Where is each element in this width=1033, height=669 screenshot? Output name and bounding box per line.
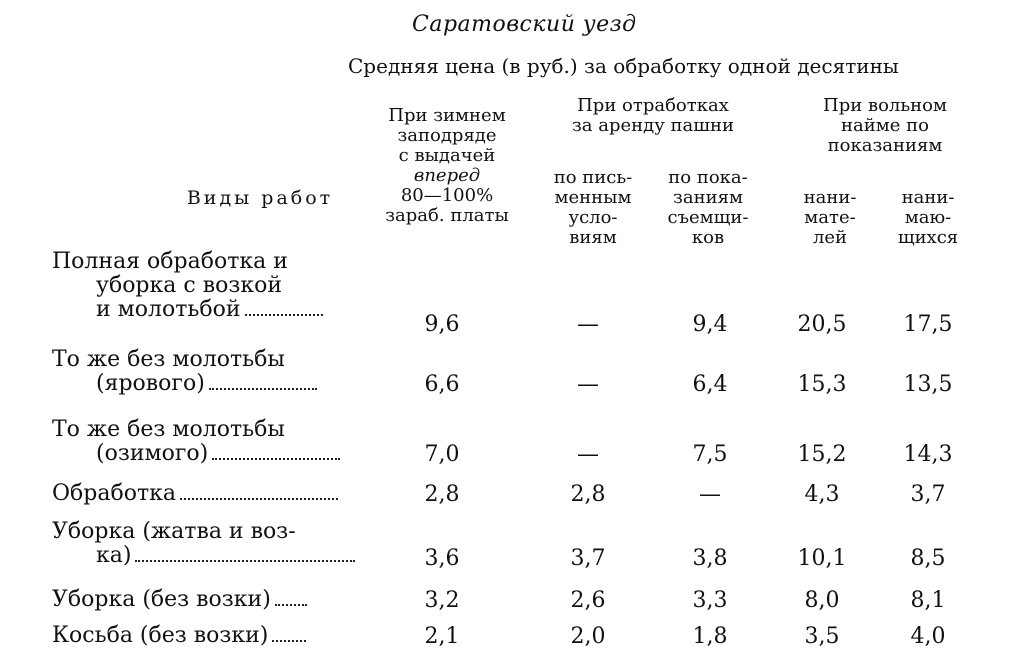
cell: —	[699, 482, 721, 507]
cell: 9,6	[424, 312, 460, 337]
row-label-mowing: Косьба (без возки)	[52, 624, 307, 648]
cell: 3,8	[692, 546, 728, 571]
cell: 8,5	[910, 546, 946, 571]
cell: 1,8	[692, 624, 728, 649]
header-free-hired: нани- маю- щихся	[897, 187, 959, 248]
cell: 2,1	[424, 624, 460, 649]
cell: 8,0	[804, 588, 840, 613]
cell: 3,7	[910, 482, 946, 507]
cell: 2,8	[424, 482, 460, 507]
row-label-no-threshing-winter: То же без молотьбы (озимого)	[52, 418, 341, 466]
header-lease-tenants: по пока- заниям съемщи- ков	[667, 167, 749, 248]
header-free: При вольном найме по показаниям	[823, 95, 947, 156]
cell: 15,3	[797, 372, 847, 397]
cell: 2,8	[570, 482, 606, 507]
row-label-full: Полная обработка и уборка с возкой и мол…	[52, 250, 323, 322]
cell: 14,3	[903, 442, 953, 467]
header-winter: При зимнем заподряде с выдачей вперед 80…	[385, 105, 509, 226]
cell: 3,2	[424, 588, 460, 613]
cell: 17,5	[903, 312, 953, 337]
row-label-no-threshing-spring: То же без молотьбы (ярового)	[52, 348, 317, 396]
cell: 2,0	[570, 624, 606, 649]
cell: 7,5	[692, 442, 728, 467]
district-title: Саратовский уезд	[412, 12, 637, 37]
cell: 8,1	[910, 588, 946, 613]
cell: 9,4	[692, 312, 728, 337]
cell: 2,6	[570, 588, 606, 613]
cell: 4,0	[910, 624, 946, 649]
cell: 15,2	[797, 442, 847, 467]
cell: 6,6	[424, 372, 460, 397]
cell: —	[577, 442, 599, 467]
cell: 7,0	[424, 442, 460, 467]
header-lease-written: по пись- менным усло- виям	[553, 167, 633, 248]
table-subtitle: Средняя цена (в руб.) за обработку одной…	[348, 54, 899, 78]
cell: —	[577, 372, 599, 397]
cell: 6,4	[692, 372, 728, 397]
cell: 3,3	[692, 588, 728, 613]
header-lease: При отработках за аренду пашни	[571, 95, 735, 136]
cell: —	[577, 312, 599, 337]
cell: 4,3	[804, 482, 840, 507]
header-free-employers: нани- мате- лей	[803, 187, 857, 248]
row-label-harvest-no-cart: Уборка (без возки)	[52, 588, 307, 612]
cell: 3,5	[804, 624, 840, 649]
row-label-cultivation: Обработка	[52, 482, 339, 506]
cell: 3,6	[424, 546, 460, 571]
row-label-harvest-cart: Уборка (жатва и воз- ка)	[52, 520, 356, 568]
cell: 13,5	[903, 372, 953, 397]
cell: 10,1	[797, 546, 847, 571]
header-works: Виды работ	[186, 187, 334, 209]
cell: 3,7	[570, 546, 606, 571]
cell: 20,5	[797, 312, 847, 337]
